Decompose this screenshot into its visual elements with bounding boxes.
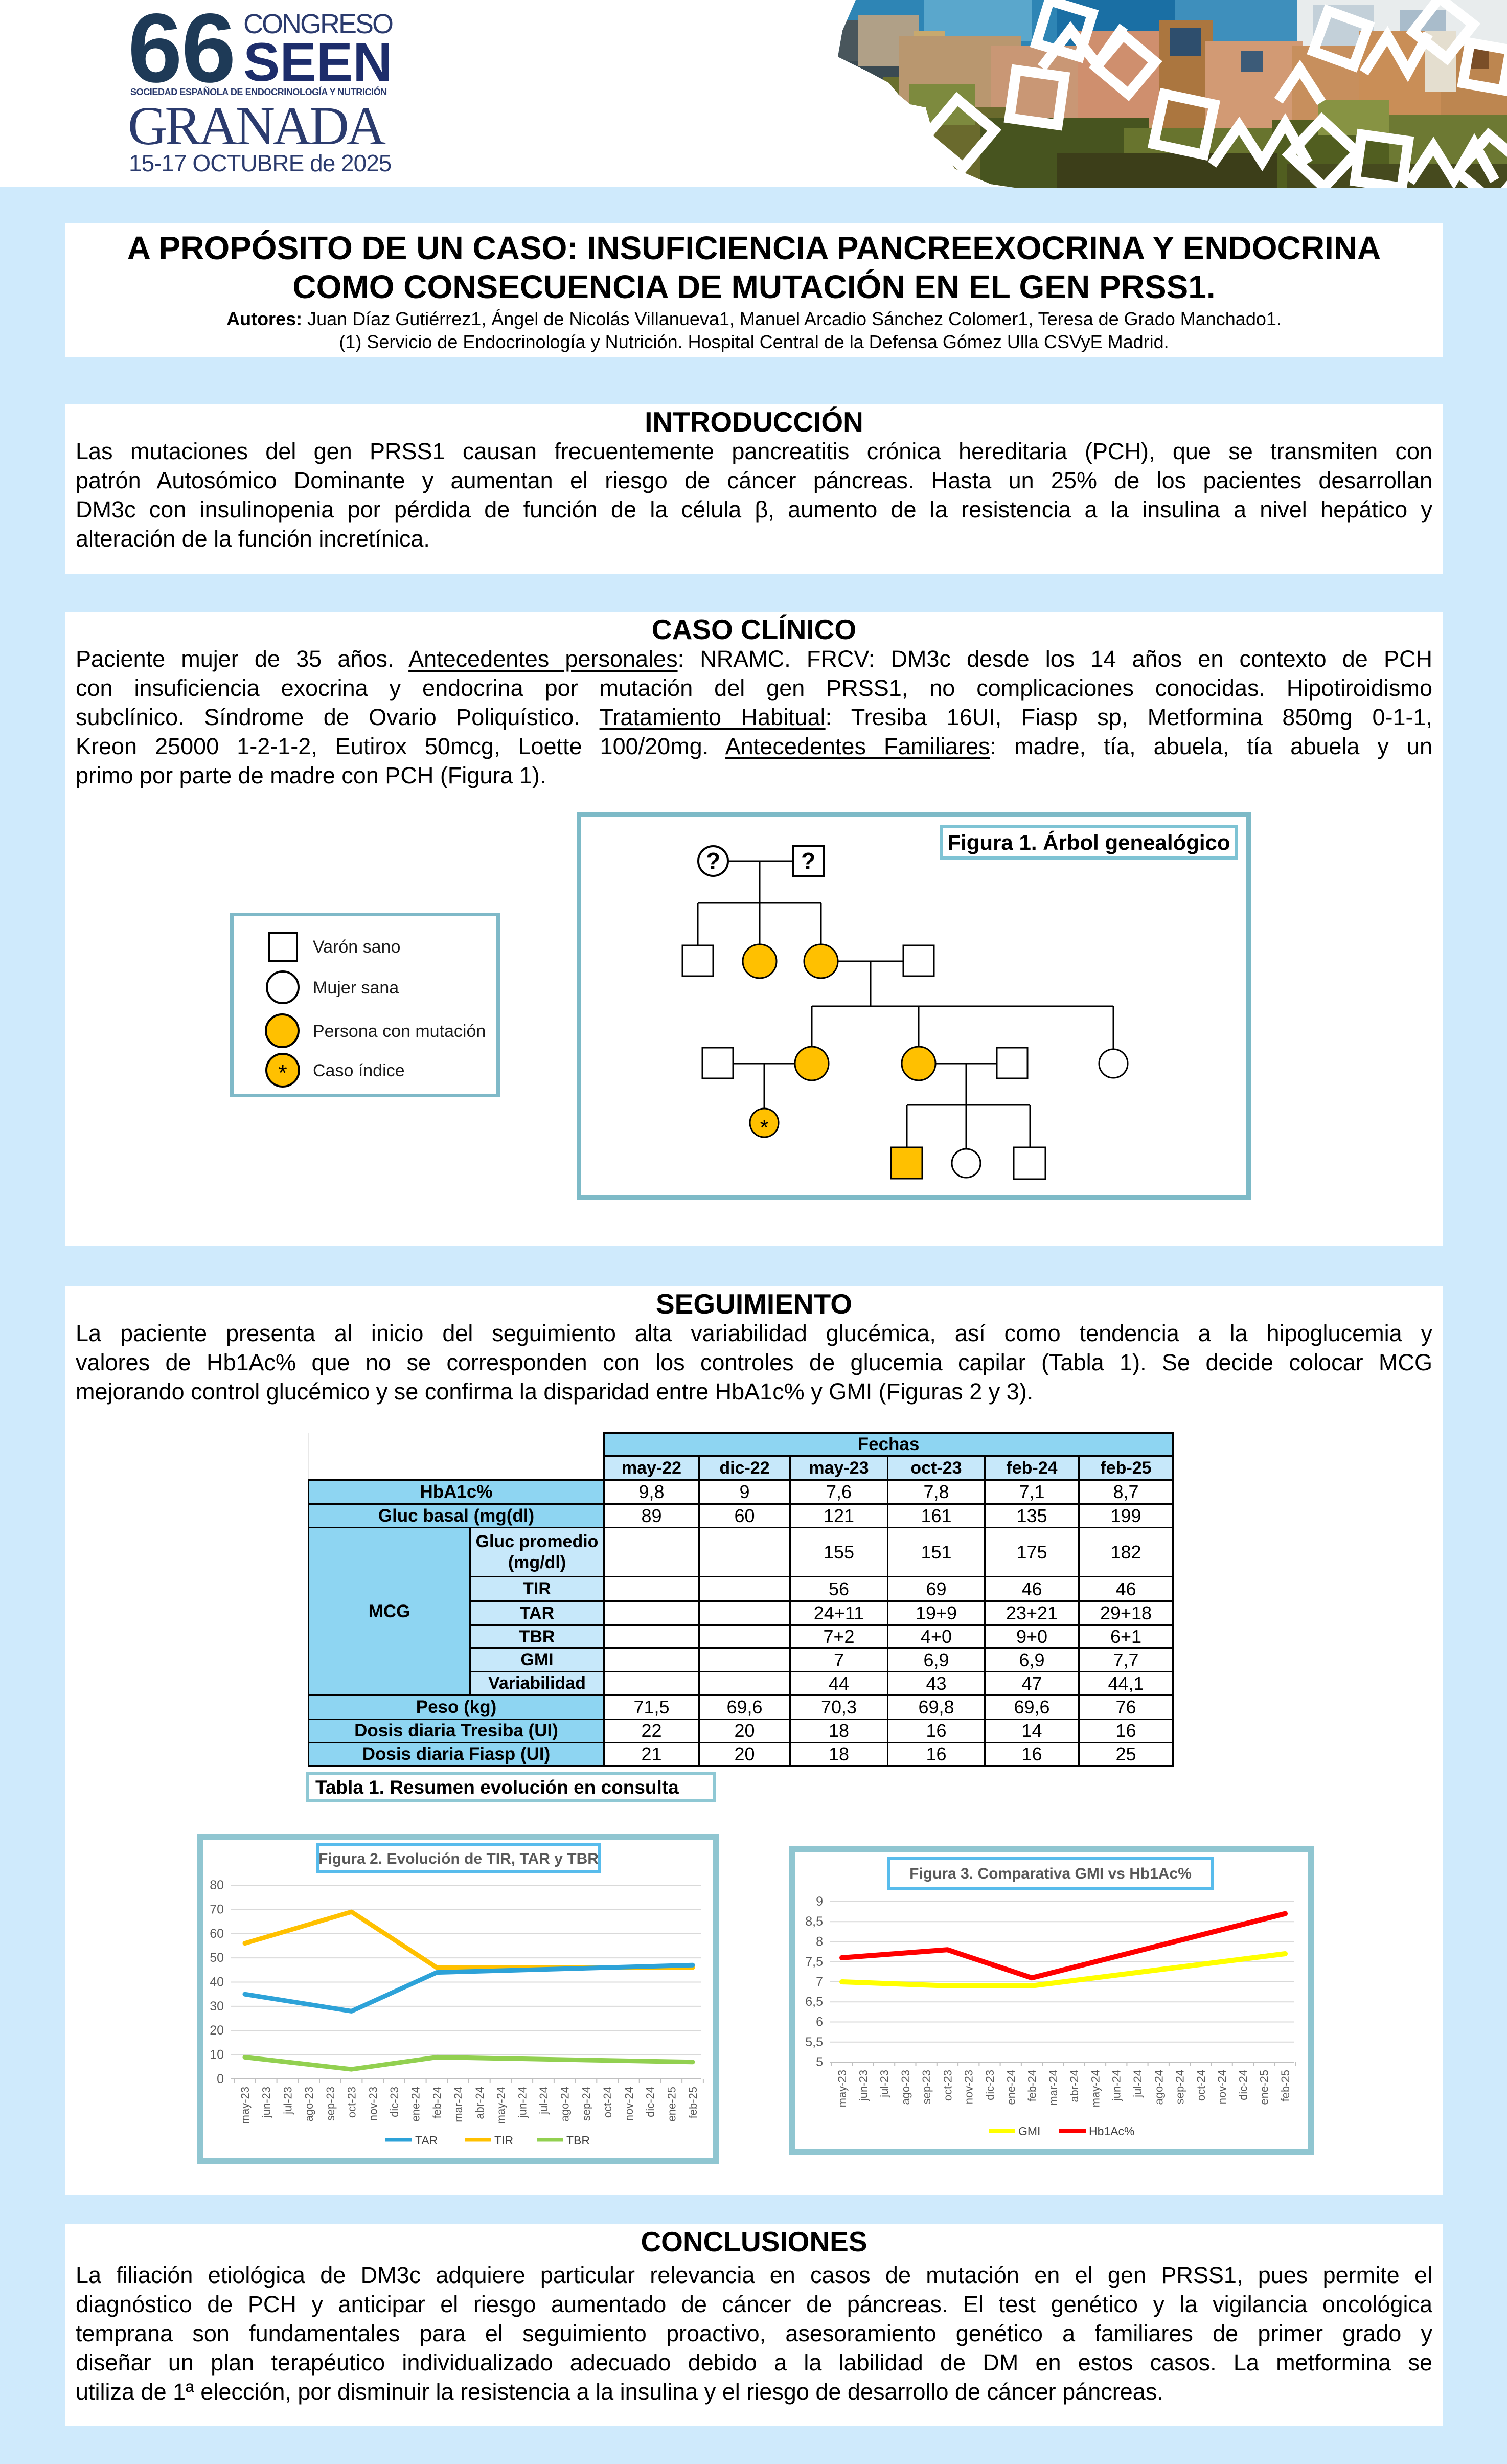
- svg-text:dic-23: dic-23: [388, 2087, 401, 2117]
- svg-text:may-24: may-24: [495, 2087, 508, 2124]
- svg-text:jun-24: jun-24: [516, 2087, 529, 2118]
- svg-text:nov-24: nov-24: [623, 2087, 635, 2121]
- svg-text:jul-24: jul-24: [537, 2087, 550, 2115]
- svg-text:Varón sano: Varón sano: [313, 937, 400, 957]
- svg-text:dic-24: dic-24: [644, 2087, 657, 2117]
- svg-text:TIR: TIR: [494, 2134, 513, 2147]
- svg-text:nov-23: nov-23: [963, 2070, 975, 2104]
- svg-text:70: 70: [210, 1902, 224, 1916]
- svg-text:jul-23: jul-23: [878, 2070, 891, 2098]
- svg-text:dic-24: dic-24: [1237, 2070, 1249, 2100]
- svg-text:mar-24: mar-24: [452, 2087, 465, 2122]
- svg-text:ago-23: ago-23: [303, 2087, 315, 2122]
- svg-text:*: *: [278, 1060, 287, 1086]
- svg-text:?: ?: [706, 848, 720, 874]
- svg-text:sep-24: sep-24: [580, 2087, 592, 2121]
- svg-text:*: *: [760, 1115, 768, 1140]
- svg-text:jun-23: jun-23: [857, 2070, 870, 2101]
- svg-text:ene-25: ene-25: [665, 2087, 678, 2122]
- svg-text:ene-24: ene-24: [1004, 2070, 1017, 2105]
- svg-text:?: ?: [801, 848, 815, 874]
- svg-text:GMI: GMI: [1018, 2124, 1040, 2138]
- svg-text:ago-24: ago-24: [1152, 2070, 1165, 2105]
- svg-text:ene-24: ene-24: [409, 2087, 422, 2122]
- svg-text:TAR: TAR: [415, 2134, 438, 2147]
- svg-text:may-23: may-23: [239, 2087, 252, 2124]
- svg-text:5,5: 5,5: [805, 2035, 823, 2049]
- svg-text:6,5: 6,5: [805, 1995, 823, 2009]
- svg-text:7: 7: [816, 1975, 823, 1989]
- svg-text:ene-25: ene-25: [1258, 2070, 1271, 2105]
- svg-text:feb-24: feb-24: [430, 2087, 443, 2118]
- svg-text:80: 80: [210, 1878, 224, 1892]
- svg-text:jun-23: jun-23: [260, 2087, 273, 2118]
- svg-text:abr-24: abr-24: [1068, 2070, 1081, 2103]
- svg-text:sep-24: sep-24: [1174, 2070, 1186, 2104]
- svg-text:nov-23: nov-23: [367, 2087, 379, 2121]
- svg-text:oct-24: oct-24: [1195, 2070, 1207, 2101]
- svg-text:may-23: may-23: [836, 2070, 849, 2107]
- svg-text:9: 9: [816, 1894, 823, 1909]
- svg-text:nov-24: nov-24: [1216, 2070, 1228, 2104]
- svg-text:sep-23: sep-23: [920, 2070, 933, 2104]
- svg-text:TBR: TBR: [566, 2134, 590, 2147]
- svg-text:8,5: 8,5: [805, 1914, 823, 1929]
- svg-text:mar-24: mar-24: [1047, 2070, 1060, 2106]
- svg-text:feb-25: feb-25: [687, 2087, 699, 2118]
- svg-text:jul-23: jul-23: [281, 2087, 294, 2115]
- svg-text:Hb1Ac%: Hb1Ac%: [1089, 2124, 1134, 2138]
- svg-text:sep-23: sep-23: [324, 2087, 337, 2121]
- svg-text:40: 40: [210, 1975, 224, 1990]
- svg-text:8: 8: [816, 1935, 823, 1949]
- svg-text:jun-24: jun-24: [1110, 2070, 1123, 2101]
- svg-text:5: 5: [816, 2055, 823, 2069]
- svg-text:60: 60: [210, 1927, 224, 1941]
- svg-text:10: 10: [210, 2048, 224, 2062]
- svg-text:30: 30: [210, 1999, 224, 2014]
- svg-text:oct-24: oct-24: [601, 2087, 614, 2118]
- svg-text:Figura 3. Comparativa GMI vs H: Figura 3. Comparativa GMI vs Hb1Ac%: [909, 1865, 1192, 1882]
- svg-text:may-24: may-24: [1089, 2070, 1102, 2107]
- svg-text:ago-24: ago-24: [559, 2087, 572, 2122]
- svg-text:oct-23: oct-23: [941, 2070, 954, 2101]
- svg-text:20: 20: [210, 2023, 224, 2038]
- svg-text:Figura 2. Evolución de TIR, TA: Figura 2. Evolución de TIR, TAR y TBR: [318, 1850, 599, 1867]
- svg-text:50: 50: [210, 1951, 224, 1965]
- svg-text:Figura 1. Árbol genealógico: Figura 1. Árbol genealógico: [947, 830, 1230, 854]
- svg-text:dic-23: dic-23: [984, 2070, 996, 2100]
- svg-text:feb-24: feb-24: [1026, 2070, 1039, 2101]
- svg-text:ago-23: ago-23: [899, 2070, 912, 2105]
- svg-text:abr-24: abr-24: [473, 2087, 486, 2119]
- svg-text:6: 6: [816, 2015, 823, 2029]
- svg-text:oct-23: oct-23: [346, 2087, 358, 2118]
- svg-text:7,5: 7,5: [805, 1955, 823, 1969]
- svg-text:Caso índice: Caso índice: [313, 1061, 405, 1080]
- svg-text:jul-24: jul-24: [1131, 2070, 1144, 2098]
- svg-text:0: 0: [217, 2072, 224, 2086]
- svg-text:Persona con mutación: Persona con mutación: [313, 1022, 486, 1041]
- svg-text:feb-25: feb-25: [1279, 2070, 1292, 2101]
- svg-text:Mujer sana: Mujer sana: [313, 978, 399, 998]
